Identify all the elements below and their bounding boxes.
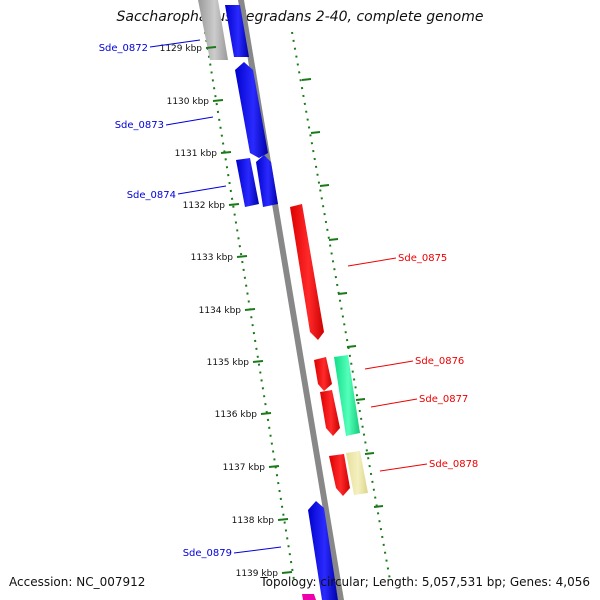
- gene-leader-line: [347, 257, 397, 267]
- gene-leader-line: [165, 116, 214, 126]
- kbp-tick-label: 1134 kbp: [199, 306, 242, 316]
- gene-sde-0878-companion: [346, 451, 368, 495]
- gene-label-sde-0877[interactable]: Sde_0877: [419, 394, 468, 405]
- gene-leader-line: [177, 185, 227, 195]
- kbp-scale: 1129 kbp 1130 kbp 1131 kbp 1132 kbp 1133 kbp…: [160, 44, 293, 579]
- kbp-tick-mark: [281, 571, 293, 574]
- gene-sde-0872-left: [198, 0, 228, 60]
- gene-label-sde-0874[interactable]: Sde_0874: [127, 190, 176, 201]
- gene-sde-0877-companion: [334, 355, 360, 436]
- kbp-tick-mark: [212, 99, 224, 102]
- kbp-tick-label: 1137 kbp: [223, 463, 266, 473]
- kbp-tick-label: 1139 kbp: [236, 569, 279, 579]
- kbp-tick-label: 1132 kbp: [183, 201, 226, 211]
- kbp-tick-label: 1138 kbp: [232, 516, 275, 526]
- accession-text: Accession: NC_007912: [9, 575, 146, 589]
- kbp-tick-label: 1130 kbp: [167, 97, 210, 107]
- gene-sde-0874b: [256, 155, 278, 207]
- gene-sde-0872: [225, 5, 249, 57]
- gene-label-sde-0875[interactable]: Sde_0875: [398, 253, 447, 264]
- gene-sde-0876: [314, 357, 332, 391]
- gene-leader-line: [370, 398, 418, 408]
- kbp-tick-label: 1131 kbp: [175, 149, 218, 159]
- kbp-tick-mark: [236, 255, 248, 258]
- gene-sde-0873: [235, 62, 268, 158]
- gene-label-sde-0872[interactable]: Sde_0872: [99, 43, 148, 54]
- gene-sde-0879: [308, 501, 338, 600]
- kbp-tick-label: 1136 kbp: [215, 410, 258, 420]
- genome-summary-text: Topology: circular; Length: 5,057,531 bp…: [260, 575, 590, 589]
- kbp-tick-mark: [244, 308, 256, 311]
- gene-leader-line: [149, 39, 201, 48]
- kbp-tick-mark: [277, 518, 289, 521]
- gene-sde-0874a: [236, 158, 259, 207]
- kbp-tick-mark: [220, 151, 232, 154]
- kbp-tick-mark: [260, 412, 272, 415]
- gene-label-sde-0876[interactable]: Sde_0876: [415, 356, 464, 367]
- gene-leader-line: [379, 463, 428, 472]
- gene-label-sde-0879[interactable]: Sde_0879: [183, 548, 232, 559]
- kbp-tick-label: 1129 kbp: [160, 44, 203, 54]
- gene-labels: Sde_0872 Sde_0873 Sde_0874 Sde_0875 Sde_0876…: [99, 39, 478, 559]
- kbp-tick-label: 1133 kbp: [191, 253, 234, 263]
- gene-magenta-edge: [302, 594, 316, 600]
- gene-sde-0877: [320, 390, 340, 436]
- gene-leader-line: [233, 546, 282, 554]
- kbp-tick-mark: [252, 360, 264, 363]
- kbp-tick-mark: [205, 46, 217, 49]
- gene-leader-line: [364, 360, 414, 370]
- outer-guide-ticks: [301, 78, 384, 508]
- kbp-tick-label: 1135 kbp: [207, 358, 250, 368]
- kbp-tick-mark: [268, 465, 280, 468]
- gene-label-sde-0873[interactable]: Sde_0873: [115, 120, 164, 131]
- kbp-tick-mark: [228, 203, 240, 206]
- gene-sde-0878: [329, 454, 350, 496]
- gene-sde-0875: [290, 204, 324, 340]
- gene-label-sde-0878[interactable]: Sde_0878: [429, 459, 478, 470]
